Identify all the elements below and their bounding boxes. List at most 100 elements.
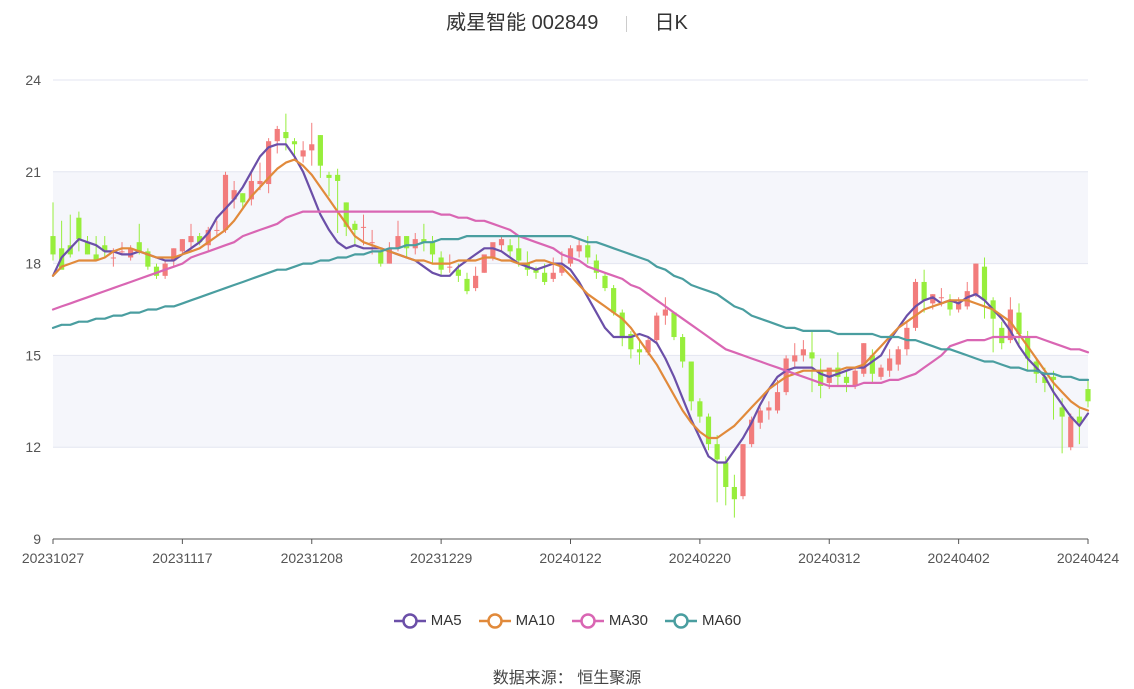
candle-body [240,193,246,203]
candle-body [628,333,634,350]
candle-body [714,444,720,460]
legend-label: MA30 [608,612,649,630]
series-line-ma30 [51,210,1090,388]
candle-body [1076,416,1082,423]
candle-body [731,486,737,500]
candle-body [533,269,539,273]
candle-body [507,245,513,252]
legend-item-ma5[interactable]: MA5 [393,612,462,630]
candle-body [619,312,625,338]
candle-body [222,174,229,230]
chart-period: 日K [654,12,688,34]
x-tick-label: 20231117 [152,550,212,566]
candle-body [740,444,746,497]
chart-legend: MA5 MA10 MA30 MA60 [0,612,1134,630]
candle-body [895,349,901,365]
candle-body [481,254,487,273]
candle-body [404,236,410,249]
candle-body [602,275,608,289]
candle-body [1016,312,1022,334]
data-source: 数据来源： 恒生聚源 [0,664,1134,688]
candle-body [291,141,298,145]
candle-body [947,300,953,310]
candle-body [429,242,436,255]
candle-body [473,275,479,289]
candle-body [869,355,875,374]
candle-body [412,239,418,249]
legend-marker-icon [393,613,426,629]
candle-body [309,144,315,151]
candle-body [981,266,988,301]
candle-body [757,410,763,423]
candle-body [360,226,367,228]
candle-body [421,239,427,243]
candle-body [153,266,160,276]
chart-title: 威星智能 002849 [446,12,599,34]
candle-body [1068,416,1074,448]
candle-body [921,281,927,301]
grid-band [53,355,1088,448]
y-tick-label: 18 [25,256,41,272]
candle-body [335,174,341,181]
series-line-ma5 [51,143,1090,464]
x-tick-label: 20231229 [410,550,473,566]
legend-item-ma30[interactable]: MA30 [571,612,648,630]
candle-body [248,180,254,200]
candle-body [317,135,323,166]
x-tick-label: 20240122 [539,550,602,566]
candle-body [774,392,781,411]
x-tick-label: 20240312 [798,550,861,566]
candle-body [826,367,832,383]
candle-body [516,248,522,261]
candle-body [145,251,151,267]
legend-marker-icon [478,613,511,629]
title-separator [625,15,627,32]
legend-item-ma10[interactable]: MA10 [478,612,555,630]
candlestick-chart: 9 12 15 18 21 24 20231027 20231117 20231208 20231… [22,72,1120,566]
candle-body [171,248,177,261]
candle-body [852,370,858,386]
candle-body [835,367,841,377]
series-line-ma10 [51,158,1090,440]
candle-body [887,358,893,371]
candle-body [498,239,505,246]
candle-body [938,297,944,299]
candle-body [386,248,392,264]
candle-body [861,343,867,374]
candle-body [119,251,125,253]
candle-body [447,266,453,268]
legend-label: MA5 [430,612,462,630]
legend-item-ma60[interactable]: MA60 [664,612,741,630]
legend-label: MA10 [515,612,555,630]
candle-body [188,236,194,243]
candle-body [611,288,617,313]
candle-body [179,239,185,252]
y-tick-label: 9 [33,531,41,547]
candle-body [585,245,591,258]
candle-body [843,376,850,383]
candle-body [576,245,582,252]
candle-body [1050,376,1057,380]
legend-label: MA60 [702,612,742,630]
candle-body [1007,309,1013,341]
x-tick-label: 20231027 [22,550,85,566]
candle-body [723,462,729,487]
x-tick-label: 20240424 [1057,550,1120,566]
candle-body [352,223,358,230]
candle-body [766,407,772,411]
candle-body [749,419,755,445]
y-tick-label: 15 [25,347,41,363]
candle-body [818,370,824,386]
candle-body [93,254,99,261]
candle-body [1085,389,1091,402]
candle-body [550,272,556,279]
candle-body [205,229,211,246]
candle-body [1059,407,1065,417]
y-tick-label: 12 [25,439,41,455]
candle-body [1042,376,1048,383]
candle-body [956,303,962,310]
candle-body [490,242,496,258]
candle-body [912,281,919,328]
candle-body [904,327,910,350]
candle-body [197,236,203,243]
